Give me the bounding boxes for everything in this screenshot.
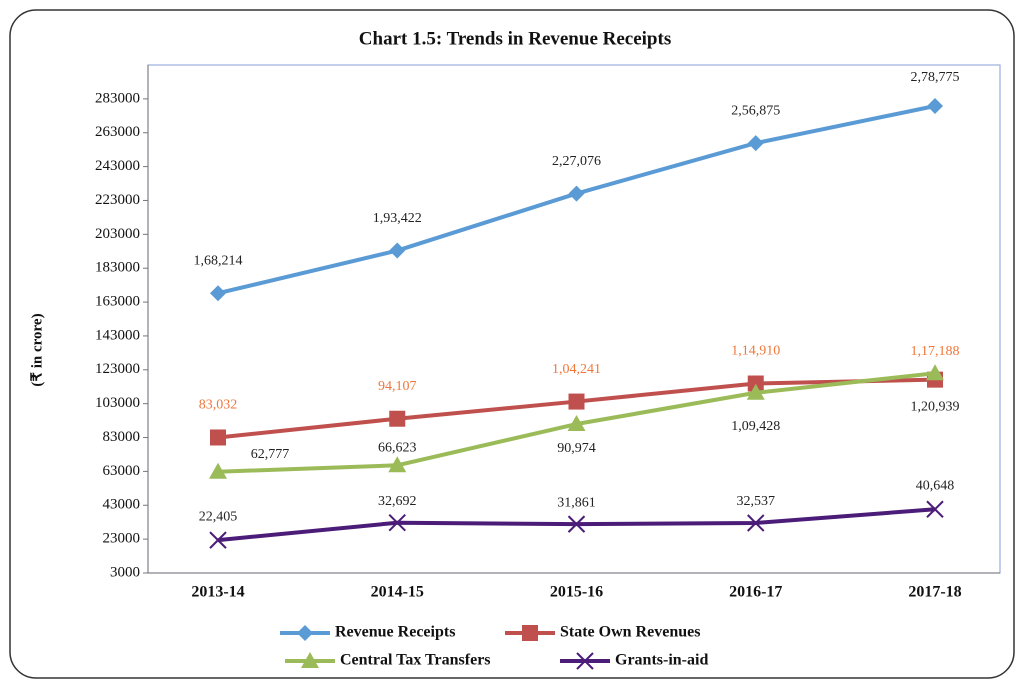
data-label: 1,04,241 [552, 362, 601, 377]
data-point [210, 285, 226, 302]
data-label: 2,56,875 [731, 103, 780, 118]
data-point [746, 383, 765, 400]
data-point [388, 456, 407, 473]
data-point [926, 500, 944, 518]
data-label: 22,405 [199, 509, 238, 524]
legend-label: Central Tax Transfers [340, 652, 491, 669]
data-point [927, 98, 943, 115]
data-point [747, 135, 764, 152]
data-label: 1,93,422 [373, 211, 422, 226]
data-point [747, 514, 765, 532]
data-label: 32,537 [737, 494, 776, 509]
data-point [389, 410, 406, 427]
data-label: 2,78,775 [911, 70, 960, 85]
y-axis-label: (₹ in crore) [29, 313, 45, 386]
data-point [926, 364, 944, 381]
data-label: 1,20,939 [911, 400, 960, 415]
x-tick-label: 2014-15 [371, 584, 424, 601]
y-tick-label: 63000 [103, 463, 141, 479]
data-label: 32,692 [378, 494, 417, 509]
data-label: 62,777 [251, 447, 290, 462]
y-tick-label: 123000 [95, 361, 140, 377]
y-tick-label: 223000 [95, 192, 140, 208]
data-point [389, 242, 406, 259]
y-tick-label: 203000 [95, 226, 140, 242]
y-tick-label: 243000 [95, 158, 140, 174]
data-label: 94,107 [378, 379, 417, 394]
y-tick-label: 283000 [95, 90, 140, 106]
y-tick-label: 23000 [103, 531, 141, 547]
y-tick-label: 43000 [103, 497, 141, 513]
x-tick-label: 2015-16 [550, 584, 603, 601]
data-label: 66,623 [378, 440, 417, 455]
legend-label: State Own Revenues [560, 624, 700, 641]
data-point [568, 393, 585, 410]
data-point [209, 531, 227, 549]
legend-marker [522, 625, 538, 641]
data-point [209, 462, 227, 479]
x-tick-label: 2013-14 [191, 584, 244, 601]
y-tick-label: 183000 [95, 260, 140, 276]
data-label: 1,09,428 [731, 419, 780, 434]
x-tick-label: 2016-17 [729, 584, 782, 601]
data-point [568, 185, 585, 202]
y-tick-label: 83000 [103, 429, 141, 445]
legend-label: Grants-in-aid [615, 652, 708, 669]
data-point [567, 515, 586, 533]
data-label: 1,14,910 [731, 344, 780, 359]
data-label: 31,861 [557, 495, 596, 510]
legend-label: Revenue Receipts [335, 624, 455, 641]
data-label: 90,974 [557, 441, 596, 456]
y-tick-label: 103000 [95, 395, 140, 411]
data-label: 40,648 [916, 478, 955, 493]
x-tick-label: 2017-18 [908, 584, 961, 601]
data-label: 1,17,188 [911, 344, 960, 359]
data-point [747, 375, 764, 392]
data-label: 1,68,214 [194, 253, 243, 268]
y-tick-label: 263000 [95, 124, 140, 140]
legend-marker [301, 652, 319, 668]
data-point [388, 514, 406, 532]
data-label: 83,032 [199, 398, 238, 413]
chart-frame [9, 9, 1015, 679]
data-point [567, 415, 586, 432]
data-point [210, 429, 226, 446]
data-label: 2,27,076 [552, 154, 601, 169]
y-tick-label: 163000 [95, 294, 140, 310]
y-tick-label: 143000 [95, 327, 140, 343]
y-tick-label: 3000 [110, 564, 140, 580]
chart-title: Chart 1.5: Trends in Revenue Receipts [359, 28, 671, 49]
legend-marker [297, 625, 313, 641]
legend-marker [576, 652, 594, 670]
